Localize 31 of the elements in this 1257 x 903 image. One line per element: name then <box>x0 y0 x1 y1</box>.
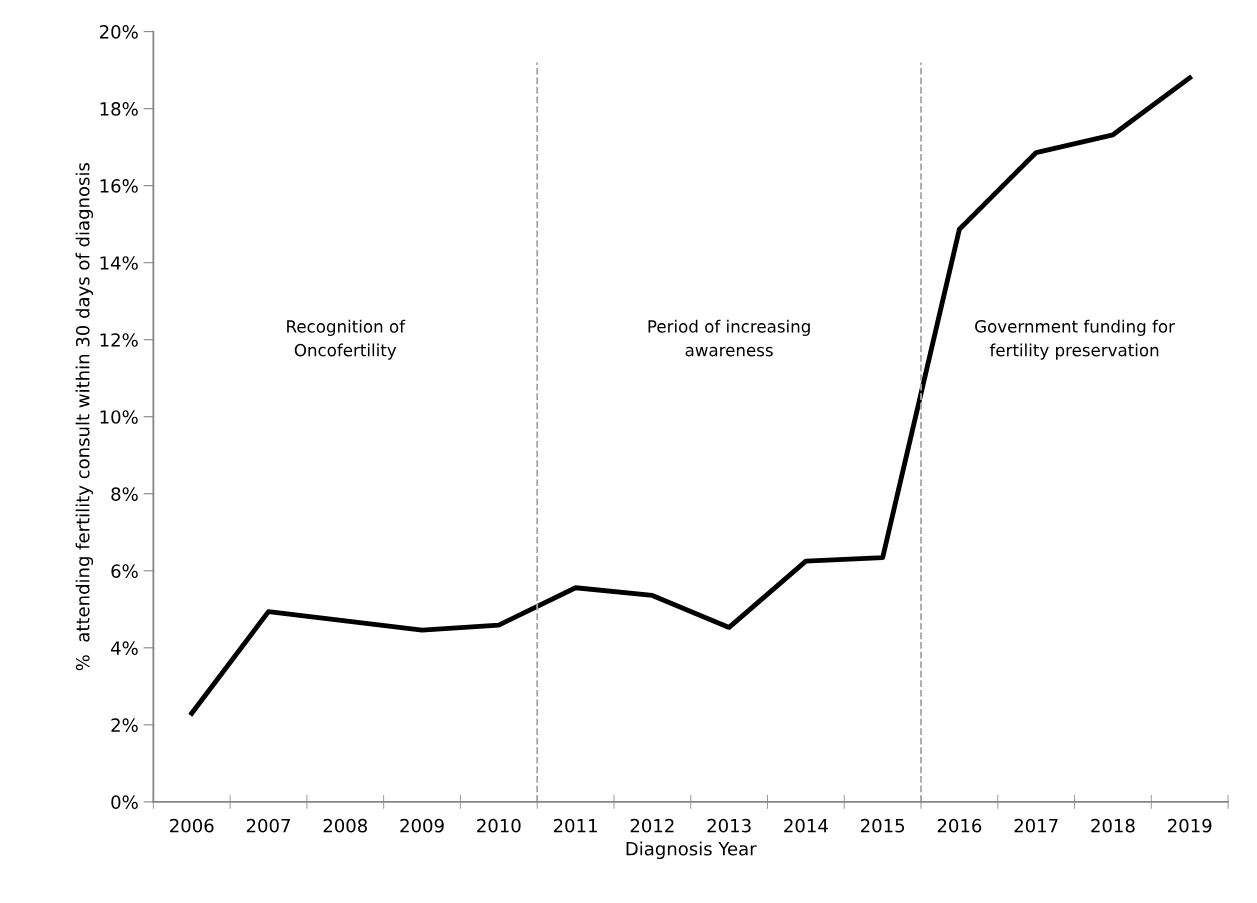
x-tick-label: 2017 <box>1014 818 1058 833</box>
x-tick-label: 2012 <box>630 818 674 833</box>
y-tick-label: 4% <box>111 641 138 655</box>
x-tick-label: 2006 <box>170 818 214 833</box>
x-tick-label: 2019 <box>1168 818 1212 833</box>
x-tick-label: 2011 <box>553 818 597 833</box>
y-tick-label: 6% <box>111 564 138 578</box>
x-tick-label: 2008 <box>323 818 368 833</box>
y-tick-label: 10% <box>100 410 138 424</box>
x-tick-label: 2007 <box>246 818 290 833</box>
x-axis-title: Diagnosis Year <box>626 841 757 860</box>
line-series <box>189 75 1193 716</box>
x-tick-label: 2016 <box>937 818 982 833</box>
x-tick-label: 2010 <box>477 818 521 833</box>
x-tick-label: 2009 <box>400 818 444 833</box>
y-tick-label: 0% <box>111 795 138 809</box>
y-axis-title: % attending fertility consult within 30 days of diagnosis <box>75 163 94 671</box>
y-tick-label: 14% <box>100 256 138 270</box>
x-tick-label: 2014 <box>784 818 828 833</box>
y-tick-label: 12% <box>100 333 138 347</box>
y-tick-label: 16% <box>100 179 138 193</box>
x-tick-label: 2018 <box>1091 818 1135 833</box>
y-tick-label: 2% <box>111 718 138 732</box>
annotation: Recognition of Oncofertility <box>287 319 406 360</box>
x-tick-label: 2015 <box>860 818 905 833</box>
x-tick-label: 2013 <box>707 818 751 833</box>
y-tick-label: 8% <box>111 487 138 501</box>
y-tick-label: 18% <box>100 102 138 116</box>
annotation: Period of increasing awareness <box>648 319 810 357</box>
annotation: Government funding for fertility preservation <box>975 319 1175 360</box>
y-tick-label: 20% <box>99 25 138 39</box>
